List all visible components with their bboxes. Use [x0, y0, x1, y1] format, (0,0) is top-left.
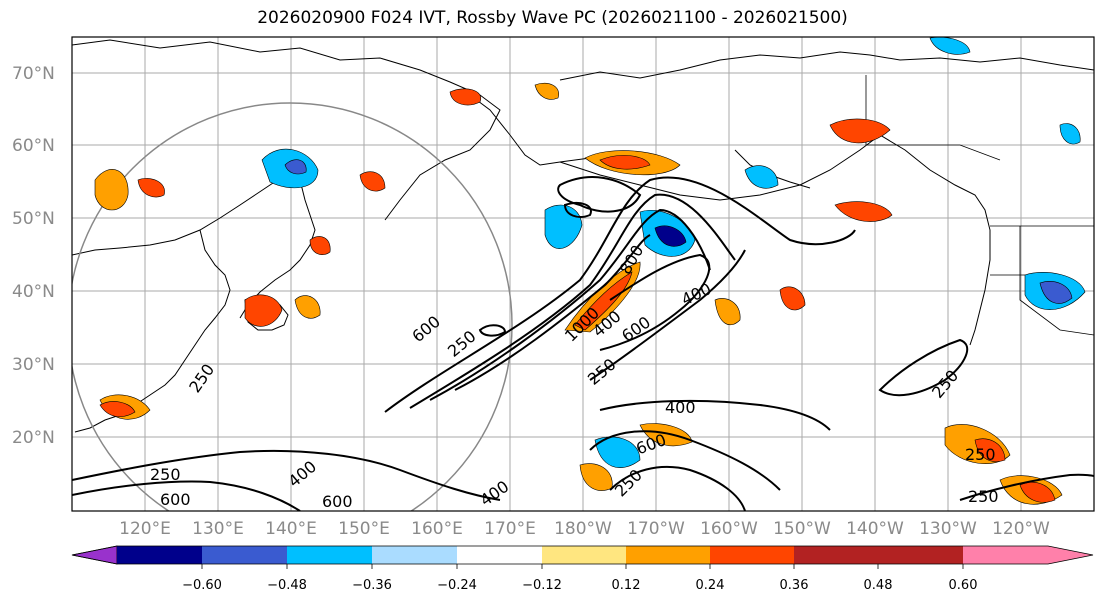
- lon-label: 120°E: [119, 519, 171, 539]
- colorbar-tick-label: −0.48: [267, 578, 307, 593]
- contour-label: 600: [322, 492, 353, 511]
- map-title: 2026020900 F024 IVT, Rossby Wave PC (202…: [257, 8, 848, 28]
- contour-label: 250: [965, 445, 996, 464]
- lon-label: 130°W: [919, 519, 977, 539]
- great-circle-ring: [72, 102, 513, 511]
- colorbar-segment: [372, 546, 457, 564]
- colorbar-tick-label: 0.60: [949, 578, 978, 593]
- colorbar-ticks: [201, 564, 964, 569]
- lat-label: 50°N: [12, 209, 55, 229]
- lon-label: 150°E: [338, 519, 390, 539]
- colorbar-tick-label: −0.24: [437, 578, 477, 593]
- colorbar-segment: [202, 546, 287, 564]
- colorbar-tick-label: −0.60: [182, 578, 222, 593]
- lat-label: 70°N: [12, 64, 55, 84]
- contour-label: 250: [150, 465, 181, 484]
- longitude-labels: 120°E 130°E 140°E 150°E 160°E 170°E 180°…: [119, 519, 1050, 539]
- ivt-contours: [72, 176, 1094, 511]
- contour-label: 600: [160, 490, 191, 509]
- lat-label: 20°N: [12, 428, 55, 448]
- lon-label: 160°E: [411, 519, 463, 539]
- colorbar-segment: [710, 546, 794, 564]
- colorbar-tick-label: 0.12: [612, 578, 641, 593]
- colorbar-segment: [117, 546, 202, 564]
- lon-label: 160°W: [700, 519, 758, 539]
- lon-label: 120°W: [992, 519, 1050, 539]
- colorbar-tick-label: 0.36: [780, 578, 809, 593]
- lon-label: 170°E: [484, 519, 536, 539]
- anomaly-shading: [94, 37, 1086, 505]
- lat-label: 30°N: [12, 355, 55, 375]
- colorbar-segment: [287, 546, 372, 564]
- lon-label: 130°E: [192, 519, 244, 539]
- contour-label: 400: [665, 398, 696, 417]
- colorbar: −0.60 −0.48 −0.36 −0.24 −0.12 0.12 0.24 …: [71, 545, 1094, 593]
- colorbar-outline: [71, 545, 1094, 565]
- lon-label: 140°E: [265, 519, 317, 539]
- colorbar-segment: [794, 546, 878, 564]
- lon-label: 180°W: [554, 519, 612, 539]
- colorbar-segment: [878, 546, 963, 564]
- colorbar-tick-label: 0.24: [696, 578, 725, 593]
- colorbar-tick-label: 0.48: [864, 578, 893, 593]
- colorbar-tick-label: −0.36: [352, 578, 392, 593]
- colorbar-extend-low: [71, 545, 118, 565]
- lat-label: 60°N: [12, 136, 55, 156]
- contour-label: 250: [968, 487, 999, 506]
- lon-label: 150°W: [773, 519, 831, 539]
- latitude-labels: 70°N 60°N 50°N 40°N 30°N 20°N: [12, 64, 55, 448]
- lon-label: 170°W: [627, 519, 685, 539]
- map-frame: [71, 36, 1095, 512]
- colorbar-segment: [457, 546, 542, 564]
- lon-label: 140°W: [846, 519, 904, 539]
- colorbar-tick-label: −0.12: [522, 578, 562, 593]
- colorbar-segment: [626, 546, 710, 564]
- colorbar-segment: [542, 546, 626, 564]
- lat-label: 40°N: [12, 282, 55, 302]
